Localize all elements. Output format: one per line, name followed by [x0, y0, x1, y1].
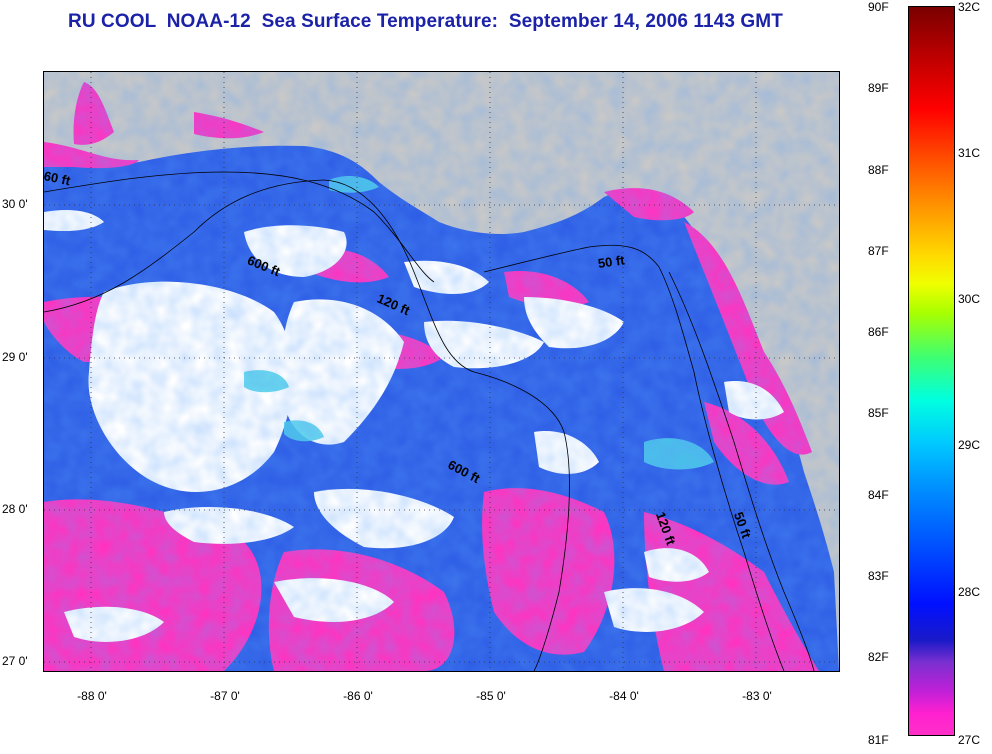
- noise-texture: [44, 72, 839, 671]
- colorbar-label-84f: 84F: [868, 488, 889, 502]
- colorbar-label-87f: 87F: [868, 244, 889, 258]
- colorbar-label-27c: 27C: [958, 733, 981, 747]
- sst-map-canvas: [44, 72, 839, 671]
- lon-label-87: -87 0': [210, 689, 240, 703]
- lat-label-27: 27 0': [2, 654, 28, 668]
- bathymetry-contours: [44, 171, 815, 671]
- lat-label-29: 29 0': [2, 350, 28, 364]
- colorbar-label-81f: 81F: [868, 733, 889, 747]
- temperature-colorbar: [908, 6, 955, 736]
- colorbar-label-90f: 90F: [868, 0, 889, 14]
- colorbar-label-82f: 82F: [868, 650, 889, 664]
- map-title: RU COOL NOAA-12 Sea Surface Temperature:…: [68, 11, 783, 32]
- colorbar-label-86f: 86F: [868, 325, 889, 339]
- colorbar-label-89f: 89F: [868, 81, 889, 95]
- lon-label-84: -84 0': [609, 689, 639, 703]
- colorbar-label-29c: 29C: [958, 438, 981, 452]
- lon-label-86: -86 0': [343, 689, 373, 703]
- colorbar-label-31c: 31C: [958, 146, 981, 160]
- lat-label-28: 28 0': [2, 502, 28, 516]
- lat-label-30: 30 0': [2, 197, 28, 211]
- colorbar-label-85f: 85F: [868, 406, 889, 420]
- lon-label-83: -83 0': [742, 689, 772, 703]
- colorbar-label-28c: 28C: [958, 585, 981, 599]
- colorbar-label-30c: 30C: [958, 292, 981, 306]
- colorbar-label-83f: 83F: [868, 569, 889, 583]
- sst-map: [43, 71, 840, 672]
- colorbar-label-32c: 32C: [958, 0, 981, 14]
- colorbar-label-88f: 88F: [868, 163, 889, 177]
- lon-label-88: -88 0': [77, 689, 107, 703]
- lon-label-85: -85 0': [476, 689, 506, 703]
